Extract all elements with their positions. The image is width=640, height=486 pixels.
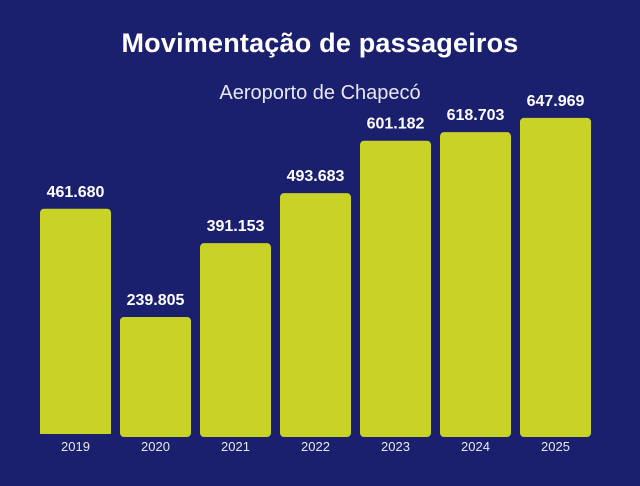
x-tick-label: 2023 [381,439,410,454]
bar-value-label: 618.703 [447,107,505,124]
bar-value-label: 391.153 [207,218,265,235]
x-tick-label: 2025 [541,439,570,454]
bar-value-label: 493.683 [287,168,345,185]
x-tick-label: 2020 [141,439,170,454]
bar-2022 [280,193,351,437]
bar-2025 [520,117,591,438]
bar-value-label: 601.182 [367,116,425,133]
bar-value-label: 647.969 [527,93,585,110]
bar-2019 [40,208,111,437]
chart-subtitle: Aeroporto de Chapecó [219,82,421,104]
chart-title: Movimentação de passageiros [121,28,519,58]
x-tick-label: 2022 [301,439,330,454]
bar-2021 [200,243,271,437]
bar-value-label: 461.680 [47,184,105,201]
bar-value-label: 239.805 [127,292,185,309]
bar-2023 [360,140,431,438]
bar-2020 [120,317,191,437]
x-tick-label: 2021 [221,439,250,454]
bar-2024 [440,132,511,437]
x-tick-label: 2024 [461,439,490,454]
x-tick-label: 2019 [61,439,90,454]
